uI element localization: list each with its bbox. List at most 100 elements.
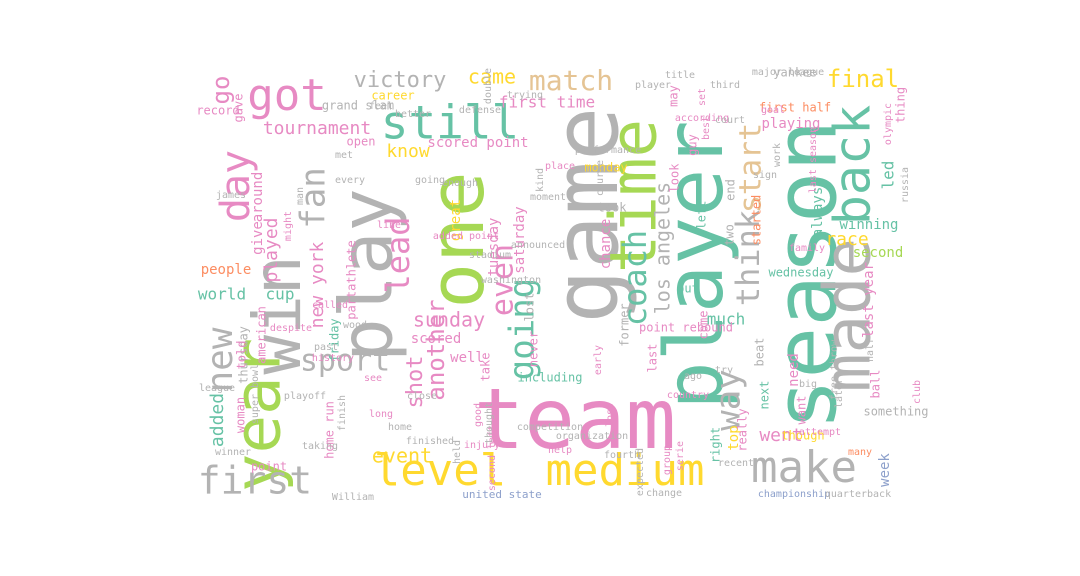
word-second-left: second left [487,425,498,491]
word-family: family [789,243,825,254]
word-close: close [407,391,437,402]
word-start: start [734,123,769,213]
word-team: team [474,370,676,468]
word-half: half [865,338,876,362]
word-shot: shot [403,356,428,409]
word-new-york: new york [307,241,328,328]
word-always: always [810,187,826,238]
word-time: time [598,119,672,273]
word-cup: cup [266,285,295,304]
word-world: world [198,285,246,304]
word-coach: coach [616,230,654,326]
word-season: season [756,120,856,431]
word-race: race [825,229,868,250]
word-put: put [677,282,699,296]
word-need: need [786,353,802,387]
word-win: win [239,255,316,374]
word-monday: monday [584,161,627,175]
word-top: top [726,425,742,450]
word-first: first [198,459,312,503]
word-club: club [912,380,923,404]
word-olympic: olympic [883,103,894,145]
word-make: make [751,442,857,493]
word-much: much [707,310,746,329]
word-course: course [595,160,606,196]
word-fan: fan [294,167,334,228]
word-loss: loss [605,403,616,427]
word-moment: moment [530,192,566,203]
word-victory: victory [354,68,447,93]
word-made: made [812,238,886,392]
word-want: want [795,396,809,425]
word-played: played [261,217,282,282]
word-united-state: united state [462,488,541,501]
word-lost: lost [523,293,537,322]
word-good: good [473,403,484,427]
word-took: took [598,201,628,215]
word-added-point: added point [433,231,499,242]
word-james: james [216,190,246,201]
word-try: try [715,365,733,376]
word-ago: ago [684,371,702,382]
word-kind: kind [535,168,546,192]
word-double: double [483,68,494,104]
word-third: third [710,80,740,91]
word-go: go [207,76,235,105]
word-event: event [372,444,432,468]
word-change: change [646,488,682,499]
word-sunday: sunday [413,308,485,332]
word-washington: washington [481,275,541,286]
word-added: added [207,393,228,447]
word-chance: chance [598,219,614,270]
word-see: see [364,373,382,384]
word-feel: feel [369,101,393,112]
word-take: take [479,353,493,382]
word-former: former [618,303,632,346]
word-match: match [529,64,613,97]
word-right: right [709,427,723,463]
word-going: going [503,278,543,380]
word-going: going [415,175,445,186]
word-grand-slam: grand slam [322,99,394,113]
word-led: led [879,161,898,190]
word-great: great [448,199,464,241]
word-went: went [759,425,802,446]
word-partathlete: partathlete [345,240,359,319]
word-people: people [201,262,252,278]
word-around: around [250,172,266,223]
word-thought: thought [484,402,495,444]
word-organization: organization [556,431,628,442]
word-something: something [863,405,928,419]
word-help: help [548,445,572,456]
word-history: history [312,353,354,364]
word-title: title [665,70,695,81]
word-recent: recent [718,458,754,469]
word-taking: taking [302,441,338,452]
word-new: new [200,327,241,392]
word-russia: russia [900,167,911,203]
word-league: league [199,383,235,394]
word-came: came [468,65,516,89]
word-enough: enough [442,178,478,189]
word-los-angeles: los angeles [651,182,675,314]
word-gave: gave [232,94,246,123]
word-tuesday: tuesday [486,217,502,276]
word-quarterback: quarterback [825,489,891,500]
word-may: may [667,85,681,107]
word-thursday: thursday [237,326,251,384]
word-set: set [697,88,708,106]
word-group: group [662,445,673,475]
word-competition: competition [517,422,583,433]
word-really: really [736,408,750,451]
word-big: big [799,379,817,390]
word-player: player [635,80,671,91]
word-finished: finished [406,436,454,447]
word-come: come [697,311,711,340]
word-play: play [325,188,409,361]
word-wednesday: wednesday [768,266,833,280]
word-give: give [250,221,266,255]
word-finish: finish [337,395,348,431]
word-announced: announced [511,240,565,251]
